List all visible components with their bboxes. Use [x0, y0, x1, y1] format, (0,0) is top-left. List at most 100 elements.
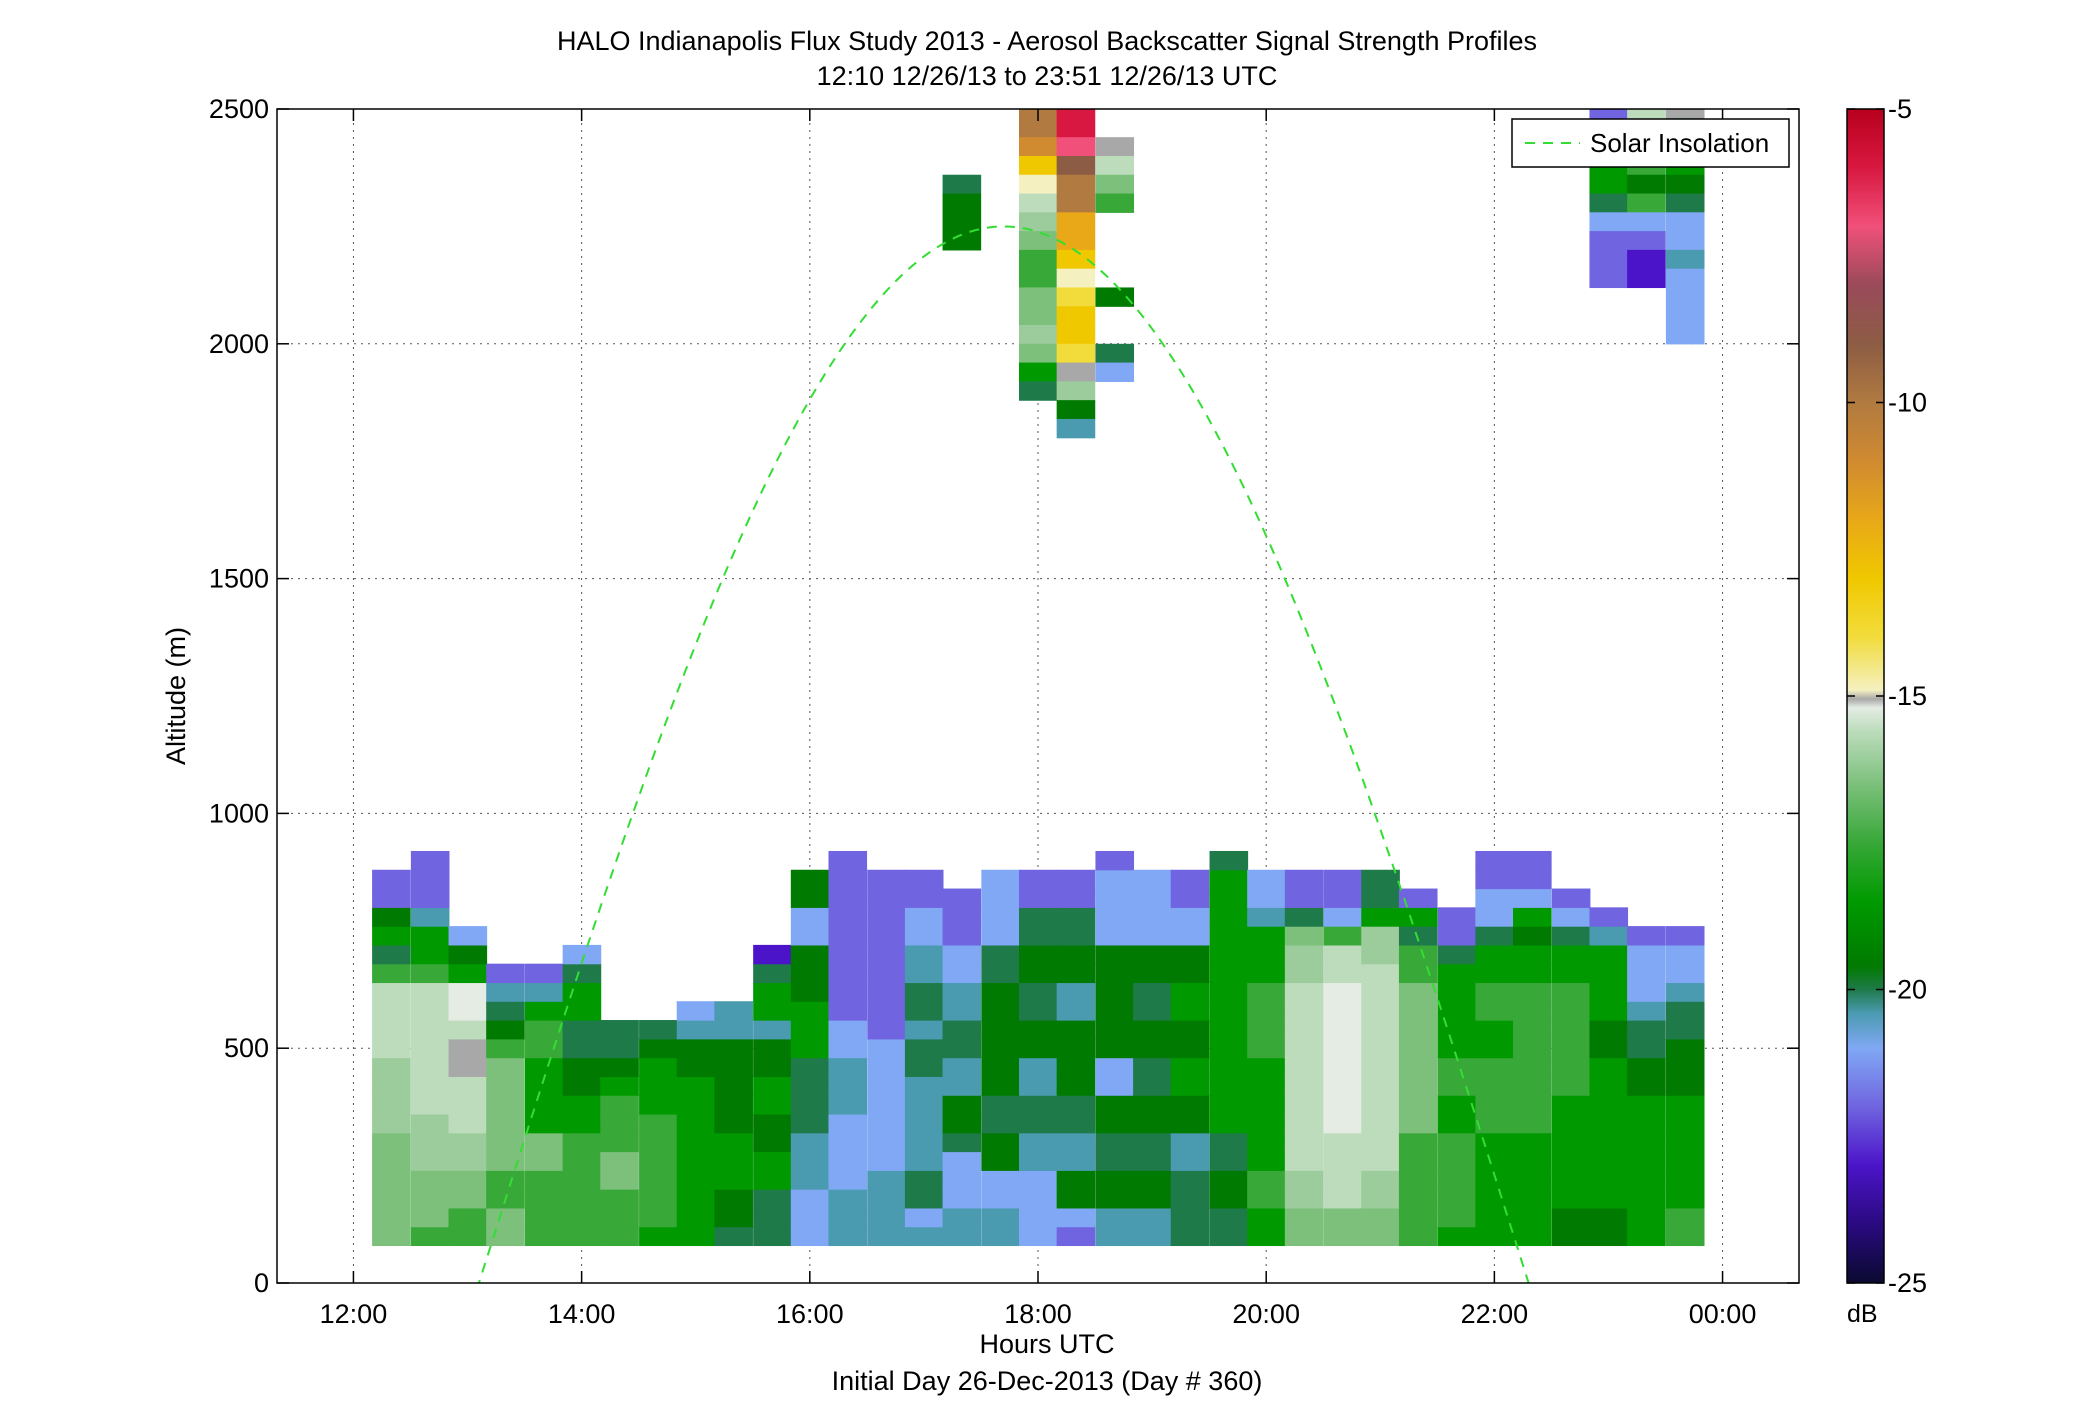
heatmap-cell — [942, 1207, 982, 1228]
heatmap-cell — [1284, 1020, 1324, 1040]
heatmap-cell — [1209, 850, 1249, 871]
heatmap-cell — [1589, 944, 1629, 965]
heatmap-cell — [942, 1113, 982, 1134]
heatmap-cell — [981, 1020, 1020, 1040]
heatmap-cell — [1398, 1057, 1438, 1077]
heatmap-cell — [714, 1170, 753, 1190]
heatmap-cell — [1019, 325, 1058, 345]
heatmap-cell — [524, 1113, 564, 1134]
heatmap-cell — [1170, 963, 1210, 984]
heatmap-cell — [1475, 1057, 1514, 1077]
heatmap-cell — [1323, 1132, 1363, 1153]
heatmap-cell — [1056, 1151, 1096, 1171]
heatmap-cell — [714, 1226, 753, 1247]
heatmap-cell — [562, 1151, 602, 1171]
heatmap-cell — [942, 926, 982, 946]
heatmap-cell — [1589, 1170, 1629, 1190]
heatmap-cell — [448, 1170, 488, 1190]
heatmap-cell — [981, 982, 1020, 1002]
heatmap-cell — [1398, 1076, 1438, 1096]
heatmap-cell — [1398, 982, 1438, 1002]
heatmap-cell — [1095, 1132, 1135, 1153]
heatmap-cell — [1209, 1207, 1249, 1228]
heatmap-cell — [676, 1170, 716, 1190]
heatmap-cell — [1284, 869, 1324, 890]
heatmap-cell — [372, 1038, 411, 1059]
heatmap-cell — [1361, 1207, 1400, 1228]
heatmap-cell — [1095, 1170, 1135, 1190]
heatmap-cell — [410, 1095, 450, 1115]
heatmap-cell — [562, 1189, 602, 1209]
heatmap-cell — [828, 1151, 868, 1171]
heatmap-cell — [410, 1151, 450, 1171]
heatmap-cell — [981, 944, 1020, 965]
heatmap-cell — [372, 1170, 411, 1190]
heatmap-cell — [1019, 1038, 1058, 1059]
heatmap-cell — [639, 1151, 678, 1171]
heatmap-cell — [1170, 1151, 1210, 1171]
heatmap-cell — [1247, 982, 1286, 1002]
heatmap-cell — [1095, 1226, 1135, 1247]
heatmap-cell — [562, 1113, 602, 1134]
heatmap-cell — [448, 1038, 488, 1059]
heatmap-cell — [639, 1038, 678, 1059]
heatmap-cell — [1627, 212, 1666, 232]
heatmap-cell — [372, 944, 411, 965]
heatmap-cell — [1398, 1151, 1438, 1171]
heatmap-cell — [753, 1226, 792, 1247]
heatmap-cell — [1627, 1095, 1666, 1115]
heatmap-cell — [639, 1020, 678, 1040]
heatmap-cell — [676, 1113, 716, 1134]
heatmap-cell — [828, 1020, 868, 1040]
heatmap-cell — [639, 1113, 678, 1134]
heatmap-cell — [372, 1001, 411, 1021]
heatmap-cell — [1284, 1226, 1324, 1247]
heatmap-cell — [1589, 1113, 1629, 1134]
heatmap-cell — [1056, 249, 1096, 270]
heatmap-cell — [1361, 1038, 1400, 1059]
heatmap-cell — [448, 1113, 488, 1134]
heatmap-cell — [942, 1151, 982, 1171]
legend-entry-solar-insolation: Solar Insolation — [1590, 128, 1769, 158]
heatmap-cell — [1361, 1113, 1400, 1134]
heatmap-cell — [524, 1038, 564, 1059]
heatmap-cell — [828, 982, 868, 1002]
heatmap-cell — [1170, 1170, 1210, 1190]
heatmap-cell — [981, 963, 1020, 984]
heatmap-cell — [714, 1076, 753, 1096]
heatmap-cell — [448, 1001, 488, 1021]
heatmap-cell — [1056, 231, 1096, 251]
heatmap-cell — [904, 1020, 944, 1040]
heatmap-cell — [1284, 1151, 1324, 1171]
heatmap-cell — [1019, 268, 1058, 289]
heatmap-cell — [1398, 907, 1438, 927]
x-tick-label: 00:00 — [1689, 1299, 1757, 1329]
heatmap-cell — [562, 1020, 602, 1040]
heatmap-cell — [1323, 1113, 1363, 1134]
heatmap-cell — [1665, 1132, 1705, 1153]
heatmap-cell — [828, 907, 868, 927]
heatmap-cell — [1209, 944, 1249, 965]
heatmap-cell — [1361, 1095, 1400, 1115]
heatmap-cell — [1589, 963, 1629, 984]
heatmap-cell — [1437, 963, 1477, 984]
heatmap-cell — [1019, 249, 1058, 270]
heatmap-cell — [867, 944, 906, 965]
heatmap-cell — [1095, 1001, 1135, 1021]
heatmap-cell — [486, 1001, 525, 1021]
colorbar-ticks: -25 -20 -15 -10 -5 — [1847, 94, 1927, 1298]
heatmap-cell — [600, 1057, 639, 1077]
heatmap-cell — [1627, 1226, 1666, 1247]
heatmap-cell — [1665, 193, 1705, 213]
heatmap-cell — [639, 1076, 678, 1096]
heatmap-cell — [1361, 907, 1400, 927]
heatmap-cell — [1665, 268, 1705, 289]
heatmap-cell — [828, 1207, 868, 1228]
heatmap-cell — [1170, 1057, 1210, 1077]
heatmap-cell — [1284, 1132, 1324, 1153]
heatmap-cell — [1589, 1132, 1629, 1153]
heatmap-cell — [1056, 1038, 1096, 1059]
heatmap-cell — [1247, 888, 1286, 908]
colorbar: -25 -20 -15 -10 -5 dB — [1846, 94, 1927, 1328]
heatmap-cell — [676, 1076, 716, 1096]
